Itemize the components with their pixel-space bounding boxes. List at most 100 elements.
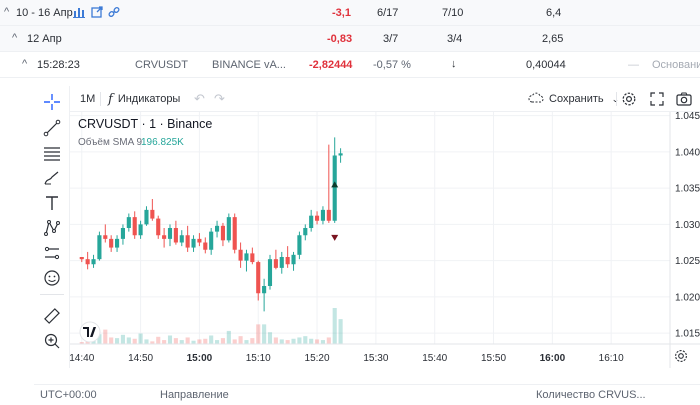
volume-bar bbox=[120, 334, 125, 344]
x-tick-label: 15:30 bbox=[363, 353, 388, 364]
cloud-icon bbox=[528, 92, 544, 106]
candle-body bbox=[120, 228, 125, 239]
fullscreen-icon[interactable] bbox=[650, 86, 664, 112]
y-tick-label: 1.015 bbox=[675, 329, 700, 340]
volume-bar bbox=[173, 338, 178, 344]
candle-body bbox=[279, 257, 284, 268]
chart-topbar: 1M f Индикаторы ↶ ↷ Сохранить ⌄ bbox=[70, 86, 700, 112]
text-tool-icon[interactable] bbox=[39, 191, 65, 215]
down-arrow-icon: ↓ bbox=[451, 58, 457, 70]
candle-body bbox=[215, 225, 220, 232]
smiley-icon[interactable] bbox=[39, 266, 65, 290]
candle-body bbox=[167, 228, 173, 239]
camera-icon[interactable] bbox=[676, 86, 692, 112]
trade-price: 0,40044 bbox=[526, 59, 566, 71]
bar-chart-icon[interactable] bbox=[73, 6, 85, 21]
volume-bar bbox=[220, 338, 225, 344]
link-icon[interactable] bbox=[108, 6, 120, 21]
volume-bar bbox=[303, 336, 308, 344]
redo-icon[interactable]: ↷ bbox=[214, 91, 225, 106]
trend-line-icon[interactable] bbox=[39, 116, 65, 140]
candle-body bbox=[85, 259, 90, 265]
candle-body bbox=[320, 209, 325, 221]
x-tick-label: 16:00 bbox=[540, 353, 566, 364]
sell-marker-icon bbox=[331, 234, 339, 241]
volume-bar bbox=[203, 338, 208, 344]
candle-body bbox=[285, 257, 290, 265]
volume-bar bbox=[162, 340, 167, 344]
y-tick-label: 1.030 bbox=[675, 220, 700, 231]
external-link-icon[interactable] bbox=[91, 6, 103, 21]
candle-body bbox=[79, 257, 84, 260]
volume-bar bbox=[262, 324, 267, 344]
candle-body bbox=[309, 215, 314, 228]
expand-caret-icon[interactable]: ^ bbox=[4, 6, 10, 18]
volume-bar bbox=[91, 340, 96, 344]
trade-pnl: -2,82444 bbox=[309, 59, 353, 71]
candle-body bbox=[326, 209, 331, 221]
save-button[interactable]: Сохранить ⌄ bbox=[528, 86, 619, 112]
volume-indicator-value: 196.825K bbox=[141, 137, 184, 148]
candle-body bbox=[238, 249, 243, 261]
volume-bar bbox=[97, 334, 102, 344]
volume-bar bbox=[115, 338, 120, 344]
dash: — bbox=[628, 59, 639, 71]
price-chart[interactable]: 1.045 1.040 1.035 1.030 1.025 1.020 1.015 14:4… bbox=[70, 112, 700, 368]
candle-body bbox=[132, 217, 137, 236]
chart-title: CRVUSDT · 1 · Binance bbox=[78, 117, 212, 131]
timezone-label[interactable]: UTC+00:00 bbox=[40, 389, 97, 401]
crosshair-icon[interactable] bbox=[39, 90, 65, 114]
pnl-value: -3,1 bbox=[332, 7, 351, 19]
measure-range-icon[interactable] bbox=[39, 241, 65, 265]
candlesticks bbox=[79, 137, 343, 312]
candle-body bbox=[144, 209, 149, 225]
summary-row-week[interactable]: ^ 10 - 16 Апр -3,1 6/17 7/10 6,4 bbox=[0, 0, 700, 26]
candle-body bbox=[332, 155, 337, 221]
y-tick-label: 1.020 bbox=[675, 292, 700, 303]
buy-marker-icon bbox=[331, 181, 339, 188]
volume-bar bbox=[309, 338, 314, 344]
candle-body bbox=[209, 231, 214, 250]
volume-bar bbox=[226, 330, 231, 344]
x-tick-label: 15:10 bbox=[246, 353, 271, 364]
row-label: 12 Апр bbox=[27, 33, 62, 45]
volume-bar bbox=[326, 337, 331, 344]
volume-bar bbox=[144, 339, 149, 344]
candle-body bbox=[297, 235, 302, 255]
x-tick-label: 14:50 bbox=[128, 353, 153, 364]
candle-body bbox=[220, 225, 225, 241]
undo-icon[interactable]: ↶ bbox=[194, 91, 205, 106]
pattern-icon[interactable] bbox=[39, 216, 65, 240]
zoom-in-icon[interactable] bbox=[39, 329, 65, 353]
volume-bar bbox=[215, 340, 220, 344]
tradingview-logo-icon[interactable] bbox=[79, 321, 101, 343]
fib-lines-icon[interactable] bbox=[39, 141, 65, 165]
y-tick-label: 1.045 bbox=[675, 112, 700, 122]
candle-body bbox=[250, 253, 255, 263]
ratio-a: 3/7 bbox=[383, 33, 399, 45]
ratio-b: 7/10 bbox=[442, 7, 464, 19]
divider bbox=[616, 92, 617, 106]
collapse-caret-icon[interactable]: ^ bbox=[22, 58, 28, 70]
ruler-icon[interactable] bbox=[39, 304, 65, 328]
candle-body bbox=[103, 235, 108, 239]
row-label: 10 - 16 Апр bbox=[16, 7, 73, 19]
volume-bar bbox=[179, 340, 184, 344]
interval-button[interactable]: 1M bbox=[80, 93, 96, 105]
indicators-button[interactable]: f Индикаторы bbox=[108, 86, 180, 112]
trade-row[interactable]: ^ 15:28:23 CRVUSDT BINANCE vA... -2,8244… bbox=[0, 52, 700, 78]
volume-bar bbox=[267, 332, 273, 344]
y-axis: 1.045 1.040 1.035 1.030 1.025 1.020 1.015 bbox=[675, 112, 700, 340]
summary-row-day[interactable]: ^ 12 Апр -0,83 3/7 3/4 2,65 bbox=[0, 26, 700, 52]
settings-gear-icon[interactable] bbox=[621, 86, 637, 112]
volume-bar bbox=[315, 339, 320, 344]
save-label: Сохранить bbox=[549, 93, 604, 105]
expand-caret-icon[interactable]: ^ bbox=[12, 32, 18, 44]
candle-body bbox=[226, 217, 231, 241]
volume-bar bbox=[285, 340, 290, 344]
candle-body bbox=[197, 238, 202, 243]
chart-settings-gear-icon[interactable] bbox=[675, 350, 687, 362]
trade-symbol: CRVUSDT bbox=[135, 59, 188, 71]
brush-icon[interactable] bbox=[39, 166, 65, 190]
volume-bar bbox=[191, 340, 196, 344]
